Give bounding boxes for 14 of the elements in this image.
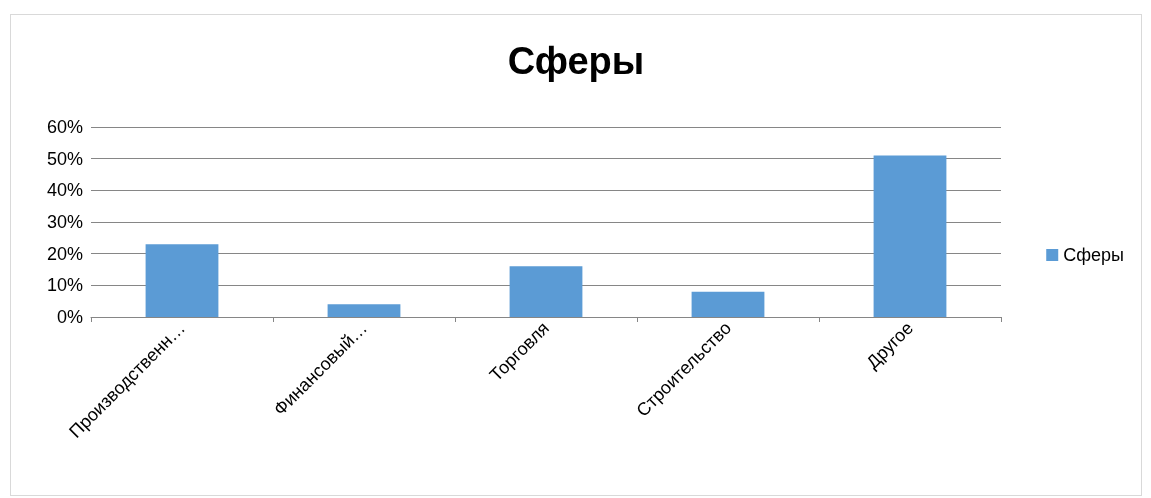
y-tick-label: 40% <box>46 180 83 201</box>
y-tick-label: 10% <box>46 275 83 296</box>
y-tick-label: 50% <box>46 148 83 169</box>
bar <box>509 266 583 317</box>
bar <box>145 244 219 317</box>
y-tick-label: 0% <box>56 307 83 327</box>
y-tick-label: 30% <box>46 212 83 232</box>
bar <box>873 155 947 317</box>
bar <box>327 304 401 317</box>
bar <box>691 291 765 317</box>
chart-title: Сферы <box>507 40 645 82</box>
y-tick-label: 60% <box>46 117 83 137</box>
y-tick-label: 20% <box>46 243 83 264</box>
legend-label: Сферы <box>1063 245 1125 265</box>
